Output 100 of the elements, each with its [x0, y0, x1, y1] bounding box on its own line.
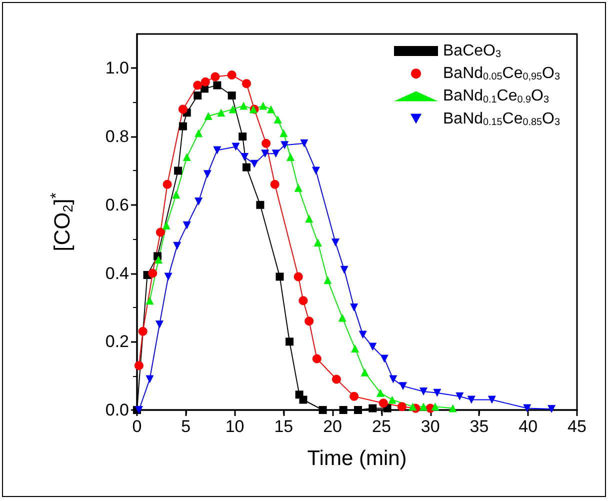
- point: [210, 72, 220, 82]
- point: [294, 272, 303, 282]
- point: [228, 105, 237, 114]
- point: [368, 404, 377, 412]
- point: [286, 153, 295, 162]
- point: [194, 92, 202, 100]
- y-tick-label: 0.4: [105, 264, 129, 283]
- point: [242, 163, 251, 172]
- point: [294, 184, 302, 192]
- point: [242, 79, 252, 88]
- point: [324, 276, 332, 284]
- point: [368, 342, 377, 351]
- point: [156, 228, 165, 237]
- point: [314, 238, 322, 247]
- point: [256, 200, 264, 209]
- point: [318, 406, 327, 414]
- point: [148, 268, 158, 278]
- point: [274, 115, 282, 124]
- point: [298, 296, 308, 306]
- point: [339, 406, 348, 414]
- point: [398, 382, 407, 390]
- point: [164, 272, 172, 281]
- point: [380, 354, 388, 363]
- point: [360, 368, 369, 376]
- point: [178, 104, 188, 114]
- point: [182, 221, 191, 230]
- y-tick-label: 0.8: [105, 127, 129, 146]
- point: [523, 404, 532, 412]
- point: [259, 102, 268, 110]
- point: [305, 214, 314, 223]
- x-tick-label: 30: [420, 417, 440, 436]
- point: [146, 296, 154, 305]
- point: [134, 361, 144, 370]
- point: [232, 142, 240, 151]
- point: [448, 404, 457, 412]
- x-axis-title: Time (min): [307, 447, 407, 470]
- point: [174, 166, 182, 175]
- point: [193, 80, 202, 90]
- point: [266, 105, 275, 114]
- point: [146, 375, 154, 384]
- point: [155, 320, 164, 329]
- point: [204, 112, 212, 120]
- x-tick-label: 0: [132, 417, 142, 436]
- point: [408, 402, 417, 411]
- y-tick-label: 0.0: [105, 400, 129, 420]
- point: [378, 398, 388, 408]
- point: [419, 388, 428, 396]
- point: [456, 392, 464, 400]
- point: [332, 374, 341, 384]
- x-tick-label: 15: [274, 417, 294, 436]
- x-tick-label: 35: [470, 417, 489, 436]
- point: [138, 326, 148, 336]
- point: [178, 122, 187, 130]
- x-tick-label: 5: [181, 417, 191, 436]
- x-tick-label: 10: [225, 417, 244, 436]
- point: [340, 266, 348, 274]
- point: [350, 392, 359, 401]
- point: [194, 197, 203, 206]
- point: [388, 396, 396, 404]
- point: [261, 150, 270, 158]
- point: [431, 402, 440, 411]
- point: [286, 338, 294, 346]
- y-tick-label: 0.6: [105, 195, 129, 214]
- point: [162, 180, 172, 189]
- point: [467, 396, 476, 404]
- y-axis-title: [CO2]*: [48, 192, 76, 252]
- y-tick-label: 1.0: [105, 58, 129, 78]
- point: [154, 256, 163, 264]
- x-tick-label: 45: [568, 417, 586, 436]
- point: [162, 221, 170, 230]
- point: [433, 388, 442, 397]
- point: [213, 81, 222, 90]
- point: [182, 153, 191, 162]
- point: [389, 375, 398, 384]
- point: [280, 129, 288, 138]
- point: [312, 166, 320, 175]
- y-tick-label: 0.2: [105, 332, 129, 352]
- point: [351, 344, 360, 352]
- point: [203, 170, 212, 178]
- point: [488, 396, 496, 404]
- point: [240, 153, 249, 162]
- point: [304, 316, 314, 326]
- point: [240, 102, 248, 110]
- point: [272, 150, 280, 158]
- point: [354, 406, 362, 414]
- point: [217, 108, 226, 117]
- point: [350, 303, 358, 312]
- point: [331, 238, 340, 247]
- x-tick-label: 20: [323, 417, 342, 436]
- point: [397, 402, 406, 412]
- x-tick-label: 40: [518, 417, 538, 436]
- point: [358, 330, 367, 339]
- x-tick-label: 25: [372, 417, 391, 436]
- point: [300, 139, 308, 148]
- point: [338, 314, 346, 322]
- point: [200, 77, 210, 86]
- point: [172, 190, 180, 199]
- point: [250, 160, 258, 168]
- point: [276, 272, 284, 281]
- point: [262, 138, 271, 148]
